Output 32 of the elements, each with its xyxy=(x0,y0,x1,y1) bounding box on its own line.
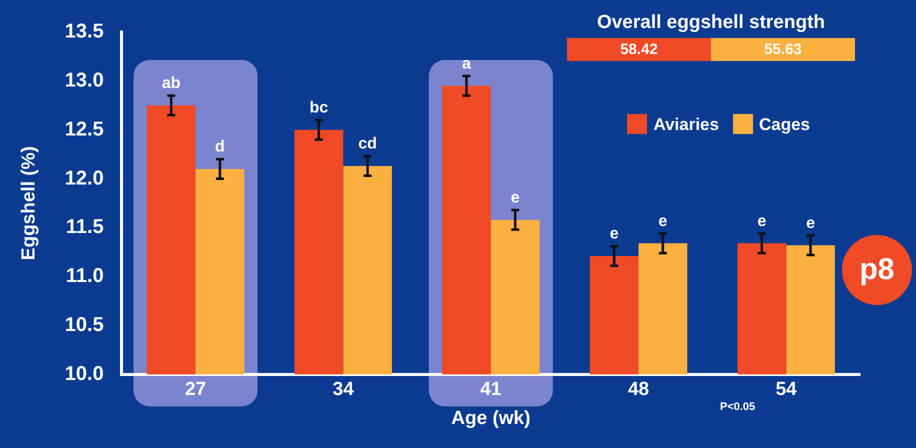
y-tick-label: 11.5 xyxy=(66,216,104,238)
y-tick-label: 13.5 xyxy=(64,20,104,43)
legend-label: Cages xyxy=(758,114,810,135)
x-tick-label: 54 xyxy=(776,379,798,400)
data-label: cd xyxy=(358,136,377,153)
data-label: ab xyxy=(162,74,181,92)
data-label: e xyxy=(510,189,520,206)
x-axis-title: Age (wk) xyxy=(451,408,530,429)
data-label: e xyxy=(610,226,619,243)
x-tick-label: 34 xyxy=(332,379,354,400)
data-label: d xyxy=(215,138,225,156)
x-tick-label: 41 xyxy=(480,379,502,400)
x-tick-label: 48 xyxy=(628,379,650,400)
text: P<0.05 xyxy=(720,401,756,413)
y-tick-label: 10.5 xyxy=(64,314,104,336)
y-tick-label: 12.5 xyxy=(64,118,104,140)
text: Overall eggshell strength xyxy=(596,12,826,34)
x-tick-label: 27 xyxy=(184,379,206,400)
data-label: e xyxy=(806,214,816,232)
data-label: e xyxy=(757,212,766,230)
y-tick-label: 11.0 xyxy=(66,265,104,288)
data-label: 58.42 xyxy=(567,38,711,61)
data-label: a xyxy=(462,55,472,72)
y-axis-title: Eggshell (%) xyxy=(18,146,40,260)
data-label: bc xyxy=(310,99,328,116)
y-tick-label: 10.0 xyxy=(64,362,104,385)
circle-badge: p8 xyxy=(842,235,912,305)
data-label: e xyxy=(658,212,668,230)
legend-label: Aviaries xyxy=(652,114,719,135)
y-tick-label: 12.0 xyxy=(64,167,104,190)
y-tick-label: 13.0 xyxy=(64,69,104,92)
data-label: 55.63 xyxy=(711,38,855,61)
